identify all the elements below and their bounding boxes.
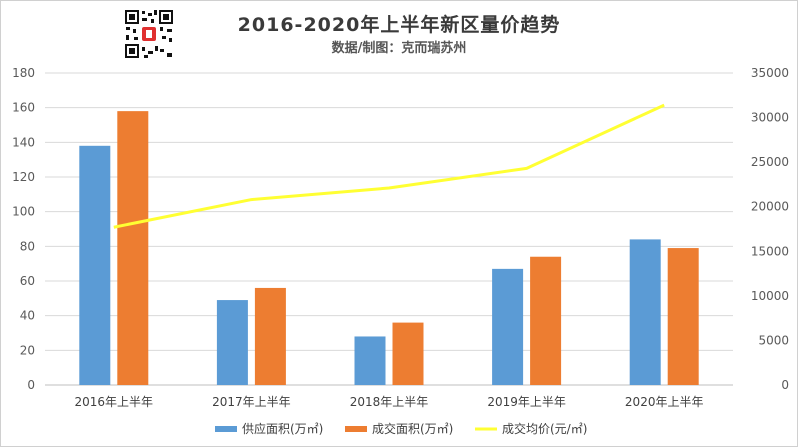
right-axis-tick-label: 25000 [751, 155, 789, 169]
legend-label: 成交面积(万㎡) [372, 421, 453, 436]
right-axis-tick-label: 0 [781, 378, 789, 392]
right-axis-tick-label: 10000 [751, 289, 789, 303]
x-axis-tick-label: 2018年上半年 [350, 395, 429, 409]
legend-label: 供应面积(万㎡) [242, 421, 323, 436]
bar [392, 322, 424, 385]
bar [354, 336, 386, 385]
chart-subtitle: 数据/制图：克而瑞苏州 [331, 41, 467, 56]
bar [254, 287, 286, 385]
bar [79, 145, 111, 385]
chart-title: 2016-2020年上半年新区量价趋势 [237, 14, 561, 36]
right-axis-tick-label: 20000 [751, 200, 789, 214]
left-axis-tick-label: 100 [12, 205, 35, 219]
left-axis-tick-label: 40 [20, 309, 35, 323]
x-axis-tick-label: 2017年上半年 [212, 395, 291, 409]
left-axis-tick-label: 60 [20, 274, 35, 288]
series-line [113, 103, 665, 229]
legend-swatch [345, 426, 367, 432]
x-axis-tick-label: 2019年上半年 [487, 395, 566, 409]
bar [117, 111, 149, 385]
left-axis-tick-label: 80 [20, 239, 35, 253]
left-axis-tick-label: 120 [12, 170, 35, 184]
right-axis-tick-label: 5000 [758, 333, 789, 347]
qr-code-logo [124, 9, 174, 59]
right-axis-tick-label: 15000 [751, 244, 789, 258]
right-axis-tick-label: 35000 [751, 66, 789, 80]
x-axis-tick-label: 2020年上半年 [625, 395, 704, 409]
x-axis-tick-label: 2016年上半年 [75, 395, 154, 409]
left-axis-tick-label: 20 [20, 343, 35, 357]
bar [530, 256, 562, 385]
bar [216, 300, 248, 385]
right-axis-tick-label: 30000 [751, 111, 789, 125]
left-axis-tick-label: 160 [12, 101, 35, 115]
bar [667, 248, 699, 385]
left-axis-tick-label: 140 [12, 135, 35, 149]
bar [492, 268, 524, 385]
bar [629, 239, 661, 385]
legend-swatch [215, 426, 237, 432]
left-axis-tick-label: 180 [12, 66, 35, 80]
left-axis-tick-label: 0 [27, 378, 35, 392]
legend-label: 成交均价(元/㎡) [502, 421, 587, 436]
